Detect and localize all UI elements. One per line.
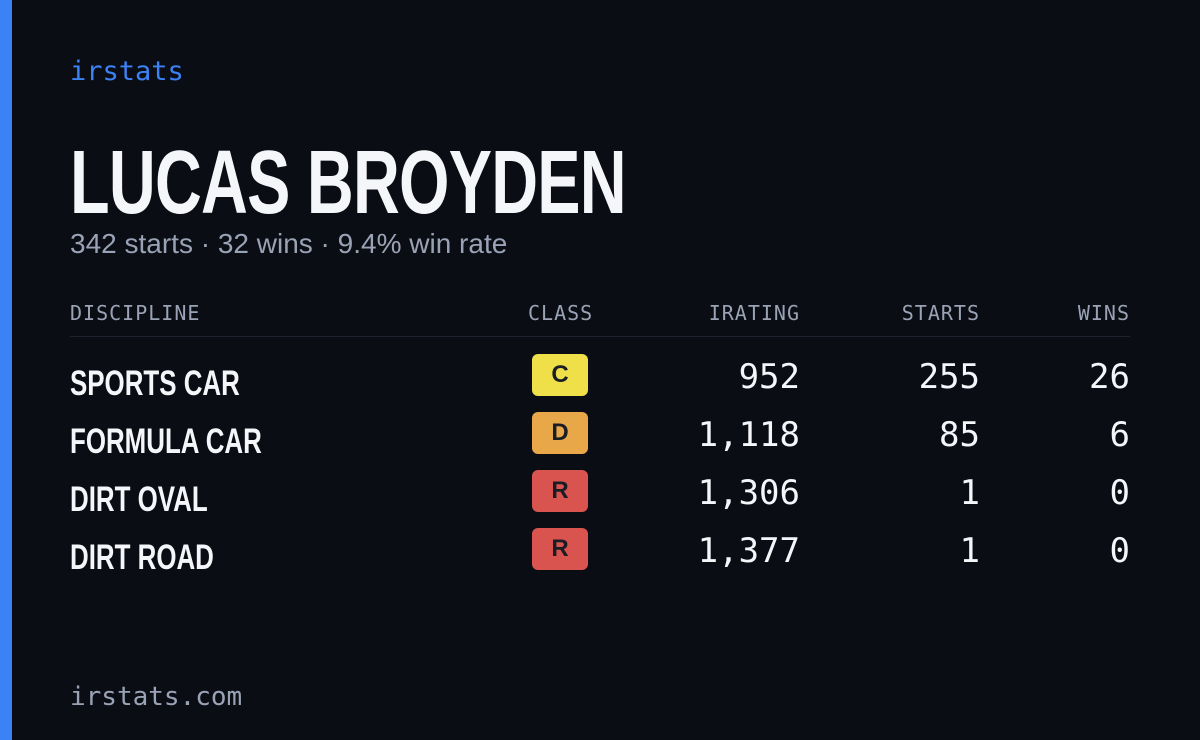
column-header: IRATING xyxy=(708,301,800,325)
stat-value: 85 xyxy=(939,415,980,455)
discipline: DIRT ROAD xyxy=(70,538,214,577)
discipline: FORMULA CAR xyxy=(70,422,262,461)
class-badge: R xyxy=(532,470,588,512)
column-header: DISCIPLINE xyxy=(70,301,201,325)
stat-value: 0 xyxy=(1109,531,1130,571)
driver-summary: 342 starts · 32 wins · 9.4% win rate xyxy=(70,228,508,259)
accent-bar xyxy=(0,0,12,740)
stat-value: 1 xyxy=(959,473,980,513)
stat-value: 1 xyxy=(959,531,980,571)
driver-name: LUCAS BROYDEN xyxy=(70,133,627,233)
column-header: STARTS xyxy=(901,301,980,325)
discipline: DIRT OVAL xyxy=(70,480,208,519)
discipline: SPORTS CAR xyxy=(70,364,240,403)
class-badge: C xyxy=(532,354,588,396)
brand: irstats xyxy=(70,56,184,87)
column-header: WINS xyxy=(1077,301,1130,325)
class-badge: D xyxy=(532,412,588,454)
stat-value: 26 xyxy=(1089,357,1130,397)
footer: irstats.com xyxy=(70,682,243,712)
stat-value: 1,306 xyxy=(697,473,800,513)
stat-value: 952 xyxy=(738,357,800,397)
column-header: CLASS xyxy=(528,301,594,325)
stat-value: 0 xyxy=(1109,473,1130,513)
stat-value: 1,377 xyxy=(697,531,800,571)
header-rule xyxy=(70,336,1130,337)
stat-value: 6 xyxy=(1109,415,1130,455)
stat-value: 255 xyxy=(918,357,980,397)
class-badge: R xyxy=(532,528,588,570)
stat-value: 1,118 xyxy=(697,415,800,455)
